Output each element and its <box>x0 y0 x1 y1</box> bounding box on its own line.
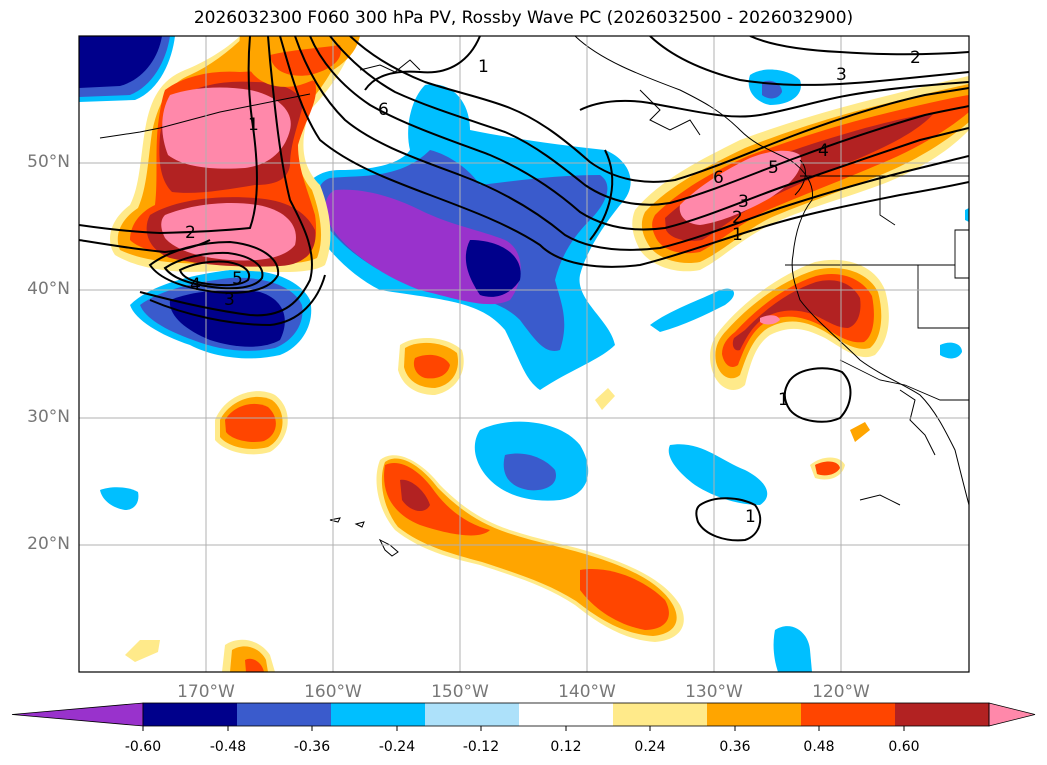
colorbar-segment <box>613 703 707 726</box>
contour-label: 1 <box>778 390 789 410</box>
lon-label-170w: 170°W <box>177 682 235 702</box>
contour-label: 4 <box>190 275 201 295</box>
colorbar-tick-label: -0.48 <box>209 739 247 755</box>
colorbar-segment <box>425 703 519 726</box>
colorbar-tick-label: 0.12 <box>550 739 582 755</box>
negative-anomaly-sw-low <box>130 269 312 359</box>
colorbar-segment <box>143 703 237 726</box>
positive-anomaly-california <box>710 259 889 390</box>
lon-label-140w: 140°W <box>558 682 616 702</box>
negative-anomaly-central <box>300 84 631 390</box>
contour-label: 2 <box>185 223 196 243</box>
lat-label-40n: 40°N <box>27 279 70 299</box>
colorbar-segment <box>331 703 425 726</box>
colorbar-segment <box>801 703 895 726</box>
colorbar-tick-label: 0.24 <box>634 739 666 755</box>
colorbar-tick-label: -0.60 <box>124 739 162 755</box>
lat-label-50n: 50°N <box>27 152 70 172</box>
positive-anomaly-small-features <box>125 338 870 672</box>
lon-label-160w: 160°W <box>304 682 362 702</box>
contour-label: 3 <box>738 192 749 212</box>
colorbar-extend-low <box>11 702 144 727</box>
contour-label: 1 <box>248 115 259 135</box>
negative-anomaly-small-features <box>100 69 969 672</box>
positive-anomaly-aleutian <box>110 36 355 273</box>
colorbar-segment <box>519 703 613 726</box>
contour-label: 6 <box>713 168 724 188</box>
contour-label: 3 <box>836 65 847 85</box>
colorbar-segment <box>895 703 989 726</box>
contour-label: 1 <box>745 507 756 527</box>
contour-label: 2 <box>732 208 743 228</box>
lon-label-130w: 130°W <box>685 682 743 702</box>
colorbar-tick-label: 0.36 <box>719 739 751 755</box>
negative-anomaly-nw-corner <box>79 36 175 102</box>
colorbar-tick-label: -0.36 <box>293 739 331 755</box>
lat-label-20n: 20°N <box>27 534 70 554</box>
colorbar-segment <box>237 703 331 726</box>
colorbar-segment <box>707 703 801 726</box>
lon-label-150w: 150°W <box>431 682 489 702</box>
contour-label-group: 1 2 3 6 1 2 3 4 5 6 1 2 3 4 5 1 1 <box>185 48 921 527</box>
positive-anomaly-subtropical-plume <box>376 455 684 642</box>
contour-label: 5 <box>768 158 779 178</box>
contour-label: 2 <box>910 48 921 68</box>
colorbar-tick-label: -0.24 <box>378 739 416 755</box>
contour-label: 1 <box>478 57 489 77</box>
political-borders <box>785 175 969 401</box>
contour-label: 4 <box>818 141 829 161</box>
contour-label: 1 <box>732 225 743 245</box>
colorbar <box>11 702 1036 731</box>
lon-label-120w: 120°W <box>812 682 870 702</box>
contour-label: 5 <box>232 269 243 289</box>
colorbar-tick-label: 0.48 <box>803 739 835 755</box>
contour-label: 3 <box>224 290 235 310</box>
colorbar-extend-high <box>988 702 1036 727</box>
contour-label: 6 <box>378 100 389 120</box>
colorbar-tick-label: 0.60 <box>888 739 920 755</box>
colorbar-tick-label: -0.12 <box>462 739 500 755</box>
map-title: 2026032300 F060 300 hPa PV, Rossby Wave … <box>193 8 854 28</box>
map-frame <box>78 35 970 673</box>
lat-label-30n: 30°N <box>27 407 70 427</box>
rossby-wave-contours <box>79 36 969 542</box>
